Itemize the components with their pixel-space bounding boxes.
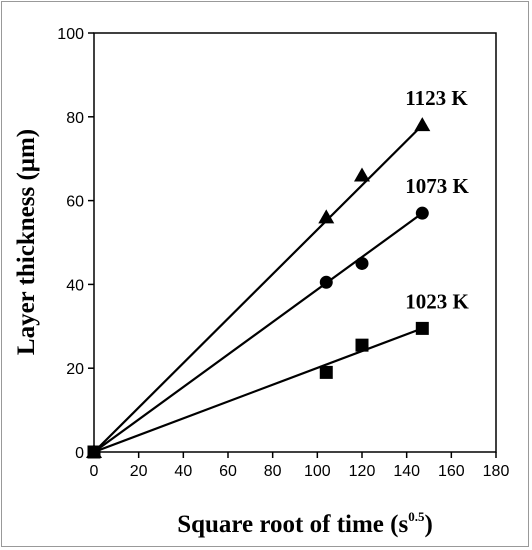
y-tick-label: 100 [57, 26, 84, 43]
fit-line-1073-k [93, 212, 423, 453]
y-tick-label: 40 [66, 277, 84, 294]
fit-lines [93, 124, 424, 454]
fit-line-1023-k [93, 327, 423, 454]
y-tick-label: 0 [75, 445, 84, 462]
series-label-1123-k: 1123 K [405, 86, 468, 110]
y-tick-label: 60 [66, 194, 84, 211]
series-label-1023-k: 1023 K [405, 289, 469, 313]
x-tick-label: 0 [90, 463, 99, 480]
x-tick-label: 180 [483, 463, 510, 480]
x-tick-label: 120 [349, 463, 376, 480]
fit-line-1123-k [93, 124, 424, 453]
data-point-1023-k [87, 445, 101, 459]
x-tick-label: 40 [174, 463, 192, 480]
x-tick-label: 60 [219, 463, 237, 480]
data-point-1123-k [318, 209, 335, 224]
x-tick-label: 140 [393, 463, 420, 480]
series-labels: 1123 K 1073 K 1023 K [405, 86, 469, 313]
data-markers [86, 117, 431, 459]
x-axis-title-tail: ) [424, 511, 432, 538]
x-tick-label: 80 [264, 463, 282, 480]
y-tick-label: 20 [66, 361, 84, 378]
plot-area [93, 32, 497, 453]
data-point-1023-k [319, 365, 333, 379]
y-axis-title: Layer thickness (μm) [13, 129, 40, 355]
data-point-1073-k [355, 256, 369, 270]
data-point-1023-k [355, 338, 369, 352]
y-axis-ticks: 0 20 40 60 80 100 [57, 26, 94, 462]
x-tick-label: 20 [130, 463, 148, 480]
y-tick-label: 80 [66, 110, 84, 127]
data-point-1073-k [415, 206, 429, 220]
x-axis-ticks: 0 20 40 60 80 100 120 140 160 180 [90, 452, 510, 480]
data-point-1123-k [414, 117, 431, 132]
series-label-1073-k: 1073 K [405, 174, 469, 198]
data-point-1123-k [354, 167, 370, 182]
x-axis-title: Square root of time (s0.5) [177, 509, 433, 538]
data-point-1023-k [415, 321, 429, 335]
x-tick-label: 100 [304, 463, 331, 480]
x-axis-title-superscript: 0.5 [408, 509, 425, 524]
data-point-1073-k [319, 275, 333, 289]
x-tick-label: 160 [438, 463, 465, 480]
